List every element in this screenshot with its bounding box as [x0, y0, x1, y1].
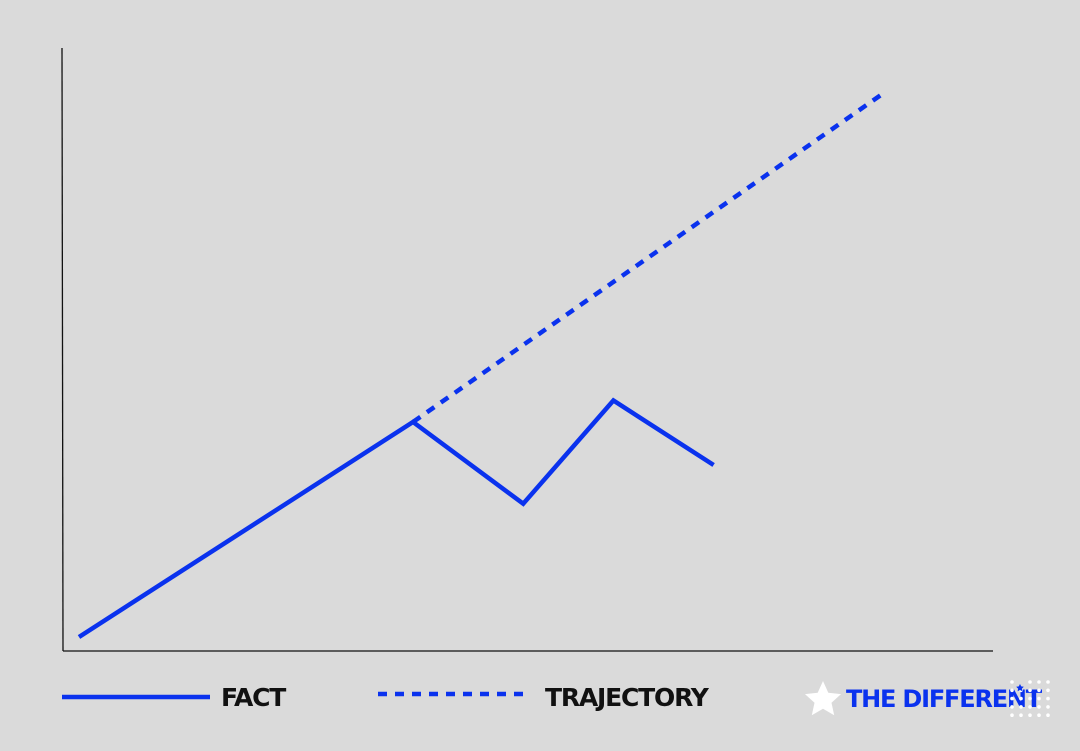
- grid-dot: [1037, 705, 1041, 709]
- small-star-icon: [1016, 684, 1024, 692]
- series-line-fact: [77, 397, 715, 639]
- series-fact: [77, 397, 715, 639]
- grid-dot: [1010, 688, 1014, 693]
- star-icon: [805, 681, 841, 716]
- grid-dot: [1037, 713, 1041, 717]
- brand-logo: THE DIFFERENT: [805, 680, 1050, 717]
- grid-dot: [1046, 680, 1050, 684]
- series-line-trajectory: [411, 93, 882, 424]
- axes: [61, 47, 993, 652]
- grid-dot: [1028, 680, 1032, 684]
- grid-dot: [1037, 680, 1041, 684]
- series-trajectory: [411, 93, 882, 424]
- legend-item-fact: FACT: [62, 683, 288, 712]
- grid-dot: [1037, 688, 1041, 693]
- grid-dot: [1019, 713, 1023, 717]
- grid-dot: [1010, 713, 1014, 717]
- legend-label-trajectory: TRAJECTORY: [545, 683, 710, 712]
- grid-dot: [1028, 705, 1032, 709]
- legend: FACT TRAJECTORY: [62, 683, 711, 712]
- grid-dot: [1046, 705, 1050, 709]
- y-axis: [61, 47, 64, 652]
- grid-dot: [1028, 696, 1032, 701]
- legend-item-trajectory: TRAJECTORY: [378, 683, 711, 712]
- grid-dot: [1046, 713, 1050, 717]
- grid-dot: [1046, 696, 1050, 701]
- grid-dot: [1010, 696, 1014, 701]
- series-layer: [77, 93, 882, 639]
- grid-dot: [1010, 705, 1014, 709]
- dot-grid-icon: [1010, 680, 1050, 717]
- grid-dot: [1037, 696, 1041, 701]
- grid-dot: [1010, 680, 1014, 684]
- grid-dot: [1028, 688, 1032, 693]
- grid-dot: [1019, 705, 1023, 709]
- grid-dot: [1046, 688, 1050, 693]
- grid-dot: [1028, 713, 1032, 717]
- grid-dot: [1019, 696, 1023, 701]
- legend-label-fact: FACT: [221, 683, 286, 712]
